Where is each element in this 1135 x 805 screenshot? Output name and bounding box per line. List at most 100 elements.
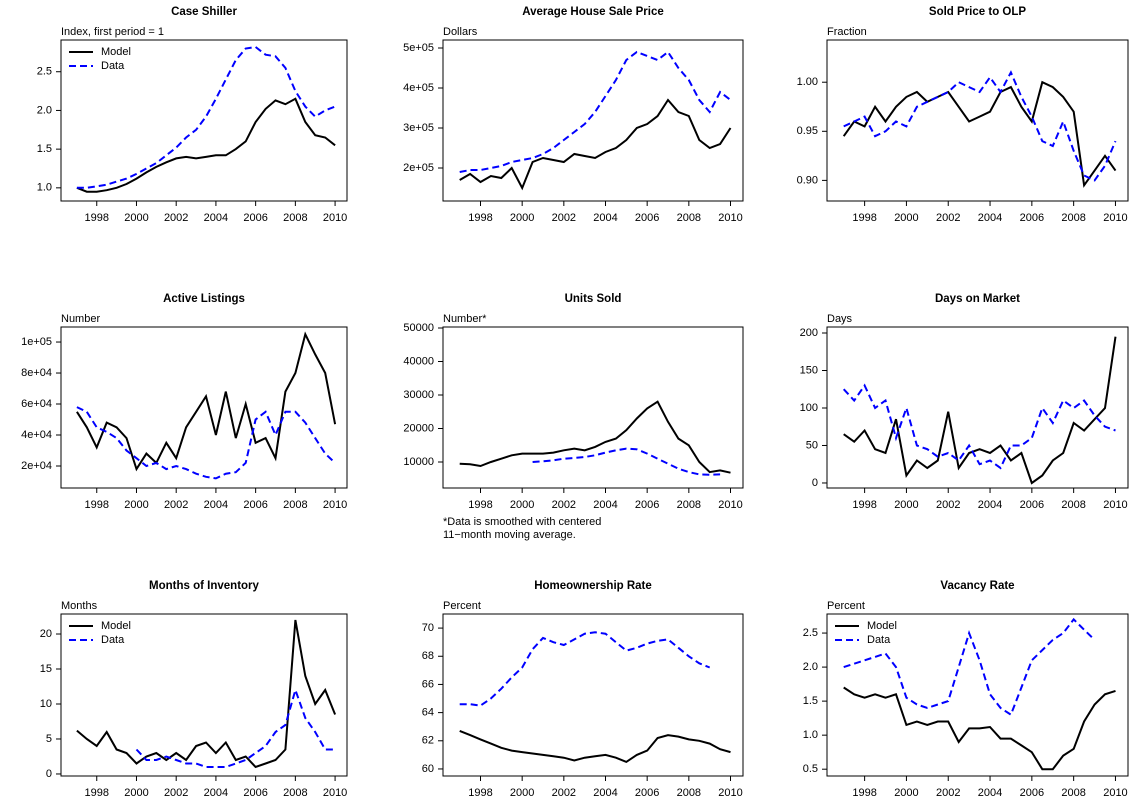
y-tick-label: 15: [40, 663, 52, 675]
plot-box: [60, 613, 348, 777]
chart-title: Units Sold: [565, 293, 622, 305]
y-tick-label: 2.0: [803, 661, 818, 673]
x-tick-label: 2004: [593, 499, 617, 511]
y-tick-label: 60: [422, 763, 434, 775]
plot-box: [442, 613, 744, 777]
x-tick-label: 2004: [204, 212, 228, 224]
series-line: [843, 617, 1096, 717]
x-tick-label: 2004: [593, 787, 617, 799]
x-tick-label: 2006: [1020, 212, 1044, 224]
x-tick-label: 2004: [978, 499, 1002, 511]
legend-label: Data: [101, 60, 125, 72]
plot-box: [60, 39, 348, 202]
x-tick-label: 1998: [852, 787, 876, 799]
y-tick-label: 8e+04: [21, 367, 52, 379]
x-tick-label: 2004: [593, 212, 617, 224]
series-line: [76, 331, 337, 472]
chart-title: Days on Market: [935, 293, 1020, 305]
x-tick-label: 2000: [124, 499, 148, 511]
legend-label: Model: [101, 46, 131, 58]
x-tick-label: 2010: [718, 499, 742, 511]
x-tick-label: 2008: [1061, 499, 1085, 511]
series-line: [459, 729, 731, 764]
y-tick-label: 200: [800, 327, 818, 339]
x-tick-label: 2010: [323, 499, 347, 511]
x-tick-label: 2002: [552, 212, 576, 224]
x-tick-label: 1998: [468, 212, 492, 224]
y-tick-label: 68: [422, 650, 434, 662]
y-tick-label: 20000: [403, 422, 434, 434]
y-axis-label: Months: [61, 600, 98, 612]
x-tick-label: 2000: [894, 212, 918, 224]
y-tick-label: 10: [40, 698, 52, 710]
x-tick-label: 2002: [552, 499, 576, 511]
y-tick-label: 1.0: [37, 182, 52, 194]
x-tick-label: 2000: [124, 787, 148, 799]
x-tick-label: 2010: [323, 212, 347, 224]
x-tick-label: 2008: [283, 787, 307, 799]
x-tick-label: 2008: [677, 787, 701, 799]
x-tick-label: 1998: [468, 787, 492, 799]
x-tick-label: 2010: [1103, 499, 1127, 511]
x-tick-label: 2002: [164, 499, 188, 511]
footnote: 11−month moving average.: [443, 529, 576, 541]
series-line: [459, 631, 711, 707]
x-tick-label: 2006: [635, 499, 659, 511]
y-tick-label: 2.5: [37, 66, 52, 78]
chart-title: Active Listings: [163, 293, 245, 305]
x-tick-label: 2006: [243, 499, 267, 511]
series-line: [76, 619, 337, 769]
x-tick-label: 1998: [468, 499, 492, 511]
chart-title: Homeownership Rate: [534, 580, 652, 592]
y-tick-label: 0.90: [797, 174, 818, 186]
y-axis-label: Number*: [443, 313, 487, 325]
y-tick-label: 1.00: [797, 76, 818, 88]
chart-title: Case Shiller: [171, 6, 237, 18]
chart-title: Vacancy Rate: [940, 580, 1014, 592]
y-tick-label: 0: [812, 477, 818, 489]
x-tick-label: 2004: [204, 787, 228, 799]
x-tick-label: 2008: [283, 499, 307, 511]
y-tick-label: 0.5: [803, 763, 818, 775]
chart-title: Sold Price to OLP: [929, 6, 1026, 18]
chart-title: Months of Inventory: [149, 580, 259, 592]
y-axis-label: Percent: [827, 600, 865, 612]
x-tick-label: 2006: [243, 212, 267, 224]
chart-title: Average House Sale Price: [522, 6, 663, 18]
x-tick-label: 2000: [894, 787, 918, 799]
x-tick-label: 2010: [718, 787, 742, 799]
x-tick-label: 2000: [510, 499, 534, 511]
series-line: [842, 80, 1117, 188]
y-tick-label: 5e+05: [403, 42, 434, 54]
x-tick-label: 2002: [164, 212, 188, 224]
y-axis-label: Dollars: [443, 26, 478, 38]
x-tick-label: 2010: [1103, 212, 1127, 224]
x-tick-label: 2004: [204, 499, 228, 511]
x-tick-label: 1998: [85, 212, 109, 224]
x-tick-label: 2010: [1103, 787, 1127, 799]
y-axis-label: Index, first period = 1: [61, 26, 164, 38]
x-tick-label: 2000: [510, 212, 534, 224]
series-line: [843, 336, 1117, 485]
x-tick-label: 2010: [718, 212, 742, 224]
legend-label: Model: [867, 620, 897, 632]
y-tick-label: 10000: [403, 456, 434, 468]
series-line: [135, 686, 336, 768]
x-tick-label: 1998: [85, 499, 109, 511]
plot-box: [826, 39, 1129, 202]
series-line: [532, 447, 721, 476]
legend-label: Data: [867, 634, 891, 646]
y-tick-label: 2.5: [803, 627, 818, 639]
y-tick-label: 150: [800, 364, 818, 376]
series-line: [843, 70, 1117, 182]
plot-box: [826, 613, 1129, 777]
series-line: [843, 686, 1116, 771]
series-line: [76, 406, 336, 480]
y-axis-label: Fraction: [827, 26, 867, 38]
x-tick-label: 1998: [85, 787, 109, 799]
series-line: [459, 50, 732, 173]
x-tick-label: 2010: [323, 787, 347, 799]
x-tick-label: 2000: [510, 787, 534, 799]
x-tick-label: 2002: [552, 787, 576, 799]
x-tick-label: 1998: [852, 212, 876, 224]
